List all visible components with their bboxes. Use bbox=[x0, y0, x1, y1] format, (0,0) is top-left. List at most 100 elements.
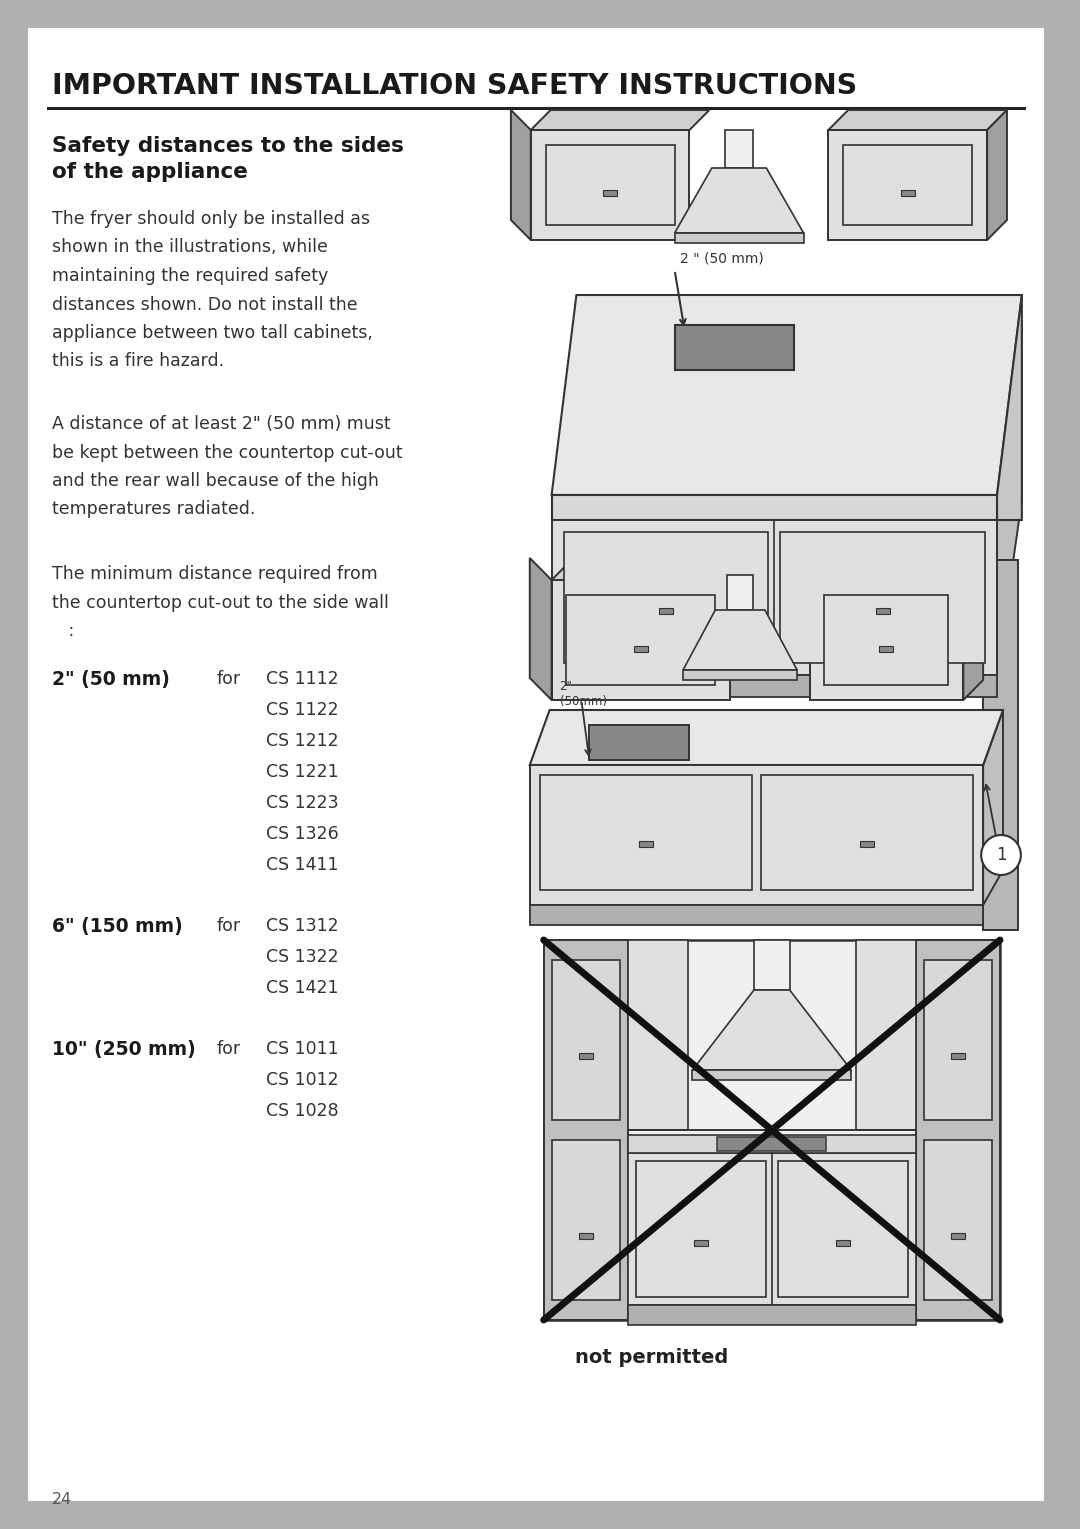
Bar bbox=[828, 130, 987, 240]
Circle shape bbox=[981, 835, 1021, 875]
Polygon shape bbox=[828, 110, 1007, 130]
Text: CS 1326: CS 1326 bbox=[266, 826, 339, 842]
Bar bbox=[856, 940, 916, 1130]
Text: CS 1221: CS 1221 bbox=[266, 763, 338, 781]
Polygon shape bbox=[530, 709, 1003, 764]
Bar bbox=[861, 841, 875, 847]
Polygon shape bbox=[987, 110, 1007, 240]
Bar bbox=[530, 905, 983, 925]
Polygon shape bbox=[675, 168, 804, 232]
Text: for: for bbox=[216, 917, 241, 936]
Bar bbox=[552, 1141, 620, 1300]
Text: CS 1012: CS 1012 bbox=[266, 1070, 338, 1089]
Text: not recommended: not recommended bbox=[576, 940, 775, 959]
Text: CS 1421: CS 1421 bbox=[266, 979, 338, 997]
Polygon shape bbox=[683, 610, 797, 670]
Bar bbox=[675, 232, 804, 243]
Polygon shape bbox=[590, 725, 689, 760]
Text: CS 1011: CS 1011 bbox=[266, 1040, 338, 1058]
Text: 2"
(50mm): 2" (50mm) bbox=[559, 680, 607, 708]
Bar bbox=[778, 1161, 908, 1297]
Bar bbox=[627, 1135, 916, 1153]
Text: CS 1212: CS 1212 bbox=[266, 732, 338, 751]
Text: CS 1312: CS 1312 bbox=[266, 917, 338, 936]
Bar bbox=[923, 960, 993, 1121]
Bar bbox=[983, 560, 1017, 930]
Bar bbox=[950, 1053, 964, 1060]
Bar bbox=[543, 940, 627, 1320]
Polygon shape bbox=[963, 560, 983, 700]
Bar bbox=[627, 940, 688, 1130]
Bar bbox=[638, 841, 652, 847]
Text: 24: 24 bbox=[52, 1492, 72, 1508]
Text: CS 1322: CS 1322 bbox=[266, 948, 338, 966]
Bar bbox=[876, 607, 890, 613]
Bar bbox=[579, 1053, 593, 1060]
Bar bbox=[636, 1161, 766, 1297]
Bar bbox=[552, 579, 730, 700]
Polygon shape bbox=[692, 989, 851, 1070]
Bar bbox=[901, 190, 915, 196]
Bar bbox=[543, 940, 1000, 1320]
Bar bbox=[627, 1304, 916, 1326]
Bar bbox=[879, 645, 893, 651]
Text: CS 1411: CS 1411 bbox=[266, 856, 338, 875]
Polygon shape bbox=[997, 295, 1022, 520]
Text: 2" (50 mm): 2" (50 mm) bbox=[52, 670, 170, 690]
Bar bbox=[552, 960, 620, 1121]
Bar bbox=[727, 575, 753, 610]
Text: not permitted: not permitted bbox=[576, 1349, 729, 1367]
Bar bbox=[683, 670, 797, 680]
Bar bbox=[540, 775, 752, 890]
Text: 1: 1 bbox=[996, 846, 1007, 864]
Polygon shape bbox=[552, 495, 997, 520]
Bar bbox=[843, 145, 972, 225]
Bar bbox=[754, 940, 789, 989]
Polygon shape bbox=[530, 558, 552, 700]
Bar bbox=[659, 607, 673, 613]
Bar bbox=[950, 1232, 964, 1238]
Polygon shape bbox=[675, 326, 794, 370]
Bar bbox=[916, 940, 1000, 1320]
Polygon shape bbox=[810, 560, 983, 579]
Text: The fryer should only be installed as
shown in the illustrations, while
maintain: The fryer should only be installed as sh… bbox=[52, 209, 373, 370]
Text: 10" (250 mm): 10" (250 mm) bbox=[52, 1040, 195, 1060]
Text: for: for bbox=[216, 670, 241, 688]
Polygon shape bbox=[511, 110, 530, 240]
Bar bbox=[567, 595, 715, 685]
Polygon shape bbox=[552, 560, 750, 579]
Bar bbox=[579, 1232, 593, 1238]
Text: CS 1112: CS 1112 bbox=[266, 670, 338, 688]
Bar bbox=[725, 130, 753, 168]
Bar bbox=[634, 645, 648, 651]
Bar bbox=[694, 1240, 707, 1246]
Bar bbox=[923, 1141, 993, 1300]
Bar bbox=[552, 520, 997, 674]
Bar bbox=[717, 1138, 826, 1151]
Text: CS 1028: CS 1028 bbox=[266, 1102, 338, 1121]
Text: CS 1223: CS 1223 bbox=[266, 794, 338, 812]
Text: for: for bbox=[216, 1040, 241, 1058]
Bar bbox=[564, 532, 768, 664]
Bar bbox=[761, 775, 973, 890]
Bar bbox=[692, 1070, 851, 1079]
Bar bbox=[824, 595, 948, 685]
Text: CS 1122: CS 1122 bbox=[266, 700, 338, 719]
Text: The minimum distance required from
the countertop cut-out to the side wall
   :: The minimum distance required from the c… bbox=[52, 566, 389, 641]
Polygon shape bbox=[552, 295, 1022, 495]
Polygon shape bbox=[997, 320, 1022, 674]
Bar bbox=[530, 764, 983, 905]
Bar bbox=[780, 532, 985, 664]
Bar bbox=[545, 145, 675, 225]
Polygon shape bbox=[983, 709, 1003, 905]
Bar bbox=[810, 579, 963, 700]
Polygon shape bbox=[530, 110, 710, 130]
Bar bbox=[836, 1240, 850, 1246]
Text: A distance of at least 2" (50 mm) must
be kept between the countertop cut-out
an: A distance of at least 2" (50 mm) must b… bbox=[52, 414, 402, 518]
Text: recommended: recommended bbox=[616, 709, 772, 729]
Text: IMPORTANT INSTALLATION SAFETY INSTRUCTIONS: IMPORTANT INSTALLATION SAFETY INSTRUCTIO… bbox=[52, 72, 856, 99]
Bar bbox=[627, 1153, 916, 1304]
Text: 6" (150 mm): 6" (150 mm) bbox=[52, 917, 183, 936]
Text: 2 " (50 mm): 2 " (50 mm) bbox=[679, 251, 764, 265]
Bar bbox=[530, 130, 689, 240]
